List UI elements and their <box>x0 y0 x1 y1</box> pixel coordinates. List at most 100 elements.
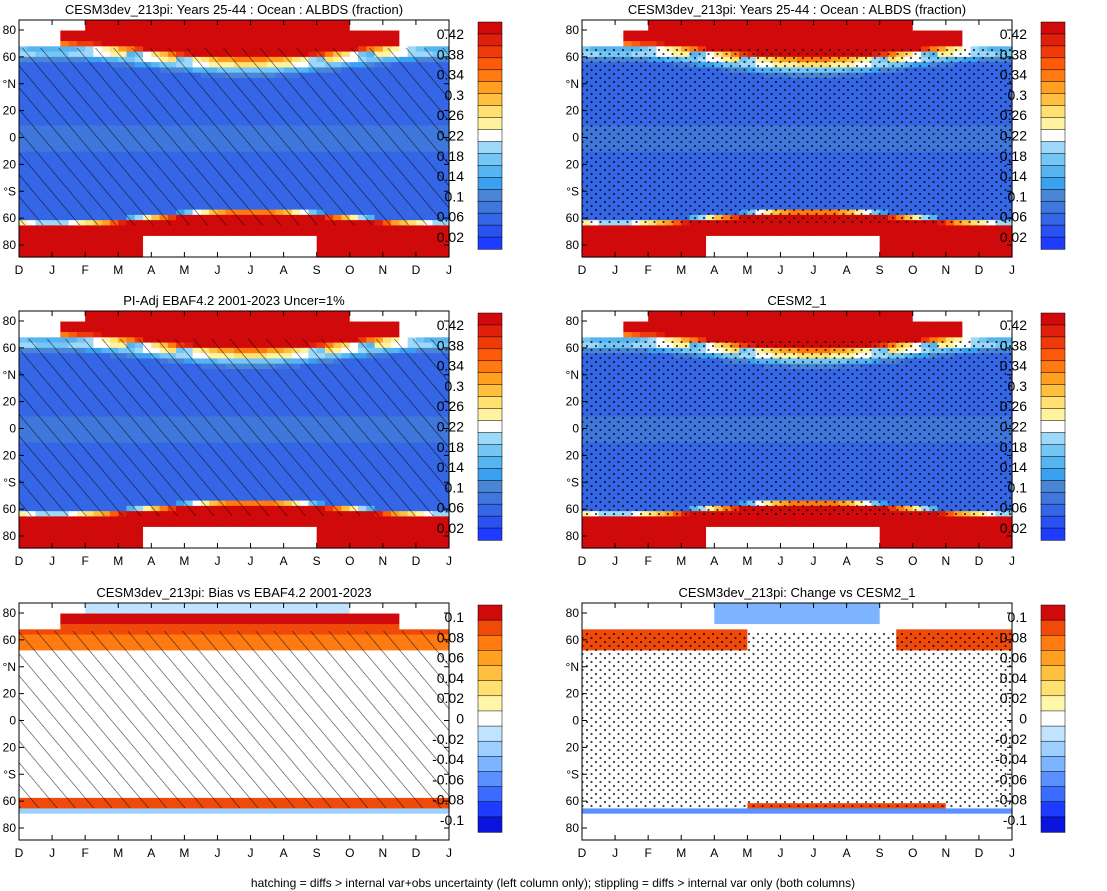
heatmap-cell <box>639 251 649 258</box>
heatmap-cell <box>341 225 351 232</box>
heatmap-cell <box>291 25 301 32</box>
colorbar-segment <box>1040 105 1066 119</box>
heatmap-cell <box>93 25 103 32</box>
heatmap-cell <box>697 25 707 32</box>
heatmap-cell <box>631 241 641 248</box>
x-tick-label: D <box>412 263 421 277</box>
heatmap-cell <box>648 246 658 253</box>
heatmap-cell <box>730 241 740 248</box>
heatmap-cell <box>631 25 641 32</box>
heatmap-cell <box>200 35 210 42</box>
heatmap-cell <box>797 30 806 37</box>
heatmap-cell <box>838 246 848 253</box>
heatmap-cell <box>291 225 301 232</box>
x-tick-label: J <box>811 263 817 277</box>
heatmap-cell <box>35 332 45 338</box>
heatmap-cell <box>52 246 61 253</box>
heatmap-cell <box>101 30 111 37</box>
heatmap-cell <box>797 241 806 248</box>
colorbar-segment <box>1040 33 1066 47</box>
heatmap-cell <box>830 230 839 237</box>
heatmap-cell <box>134 235 144 242</box>
heatmap-cell <box>879 35 889 42</box>
heatmap-cell <box>143 246 152 253</box>
heatmap-cell <box>623 25 633 32</box>
heatmap-cell <box>192 25 202 32</box>
heatmap-cell <box>805 41 815 47</box>
heatmap-cell <box>706 20 715 26</box>
heatmap-cell <box>945 41 955 47</box>
heatmap-cell <box>415 20 425 26</box>
heatmap-cell <box>192 30 202 37</box>
heatmap-cell <box>333 230 343 237</box>
heatmap-cell <box>341 246 351 253</box>
heatmap-cell <box>300 230 310 237</box>
heatmap-cell <box>209 230 219 237</box>
heatmap-cell <box>19 41 28 47</box>
heatmap-cell <box>19 241 28 248</box>
heatmap-cell <box>159 230 169 237</box>
heatmap-cell <box>300 20 310 26</box>
heatmap-cell <box>797 235 806 242</box>
y-tick-label: °N <box>566 77 579 91</box>
heatmap-cell <box>316 225 326 232</box>
heatmap-cell <box>722 235 732 242</box>
heatmap-cell <box>151 246 161 253</box>
heatmap-cell <box>225 35 235 42</box>
heatmap-cell <box>134 20 144 26</box>
heatmap-cell <box>308 225 318 232</box>
heatmap-cell <box>109 230 119 237</box>
heatmap-cell <box>184 20 194 26</box>
heatmap-cell <box>623 35 633 42</box>
heatmap-cell <box>52 235 61 242</box>
heatmap-cell <box>772 251 782 258</box>
heatmap-cell <box>167 20 177 26</box>
heatmap-cell <box>209 30 219 37</box>
heatmap-cell <box>316 35 326 42</box>
heatmap-cell <box>929 225 939 232</box>
heatmap-cell <box>937 35 947 42</box>
heatmap-cell <box>167 35 177 42</box>
heatmap-cell <box>813 230 823 237</box>
heatmap-cell <box>52 20 61 26</box>
heatmap-cell <box>109 30 119 37</box>
heatmap-cell <box>590 241 600 248</box>
heatmap-cell <box>631 225 641 232</box>
heatmap-cell <box>184 35 194 42</box>
heatmap-cell <box>590 246 600 253</box>
heatmap-cell <box>937 246 947 253</box>
heatmap-cell <box>242 235 252 242</box>
heatmap-cell <box>590 230 600 237</box>
heatmap-cell <box>27 326 37 333</box>
heatmap-cell <box>118 246 128 253</box>
heatmap-cell <box>639 235 649 242</box>
heatmap-cell <box>242 30 252 37</box>
heatmap-cell <box>283 20 293 26</box>
heatmap-cell <box>358 20 367 26</box>
heatmap-cell <box>333 225 343 232</box>
heatmap-cell <box>912 20 922 26</box>
heatmap-cell <box>962 35 972 42</box>
heatmap-cell <box>681 30 691 37</box>
heatmap-cell <box>19 225 28 232</box>
heatmap-cell <box>101 241 111 248</box>
heatmap-cell <box>755 230 765 237</box>
colorbar-segment <box>477 81 503 95</box>
heatmap-cell <box>681 225 691 232</box>
heatmap-cell <box>987 225 997 232</box>
heatmap-cell <box>324 30 334 37</box>
heatmap-cell <box>739 246 748 253</box>
x-tick-label: A <box>843 263 851 277</box>
heatmap-cell <box>772 20 782 26</box>
heatmap-cell <box>242 25 252 32</box>
heatmap-cell <box>962 20 972 26</box>
heatmap-cell <box>970 25 980 32</box>
heatmap-cell <box>863 241 873 248</box>
heatmap-cell <box>250 235 260 242</box>
heatmap-cell <box>151 35 161 42</box>
heatmap-cell <box>763 35 773 42</box>
heatmap-cell <box>143 25 152 32</box>
heatmap-cell <box>333 20 343 26</box>
colorbar-segment <box>477 45 503 59</box>
x-tick-label: O <box>908 263 917 277</box>
